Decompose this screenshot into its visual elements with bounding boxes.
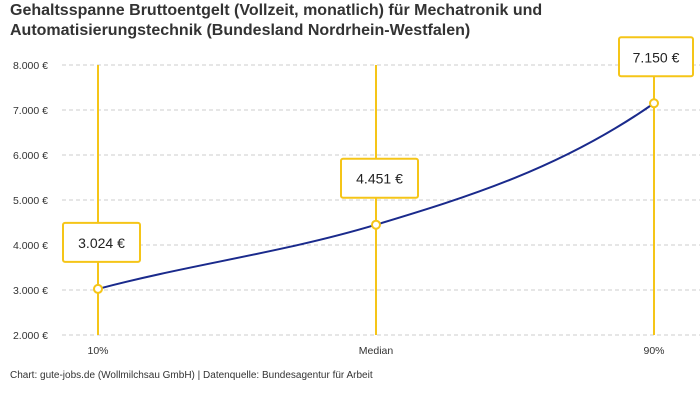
y-tick-label: 8.000 € xyxy=(13,60,48,72)
y-tick-label: 7.000 € xyxy=(13,105,48,117)
data-label: 7.150 € xyxy=(633,49,680,65)
y-tick-label: 3.000 € xyxy=(13,285,48,297)
data-label: 4.451 € xyxy=(356,171,403,187)
chart-source: Chart: gute-jobs.de (Wollmilchsau GmbH) … xyxy=(10,370,373,381)
y-tick-label: 5.000 € xyxy=(13,195,48,207)
x-tick-label: Median xyxy=(359,345,394,357)
data-label: 3.024 € xyxy=(78,235,125,251)
y-tick-label: 2.000 € xyxy=(13,330,48,342)
data-label-box xyxy=(62,221,141,263)
x-tick-label: 90% xyxy=(643,345,664,357)
data-label-box xyxy=(340,157,419,199)
data-point xyxy=(371,219,381,230)
data-label-box xyxy=(618,36,694,78)
data-point xyxy=(649,98,659,109)
data-point xyxy=(93,283,103,294)
y-tick-label: 6.000 € xyxy=(13,150,48,162)
x-tick-label: 10% xyxy=(87,345,108,357)
y-tick-label: 4.000 € xyxy=(13,240,48,252)
chart-title: Gehaltsspanne Bruttoentgelt (Vollzeit, m… xyxy=(10,2,543,39)
